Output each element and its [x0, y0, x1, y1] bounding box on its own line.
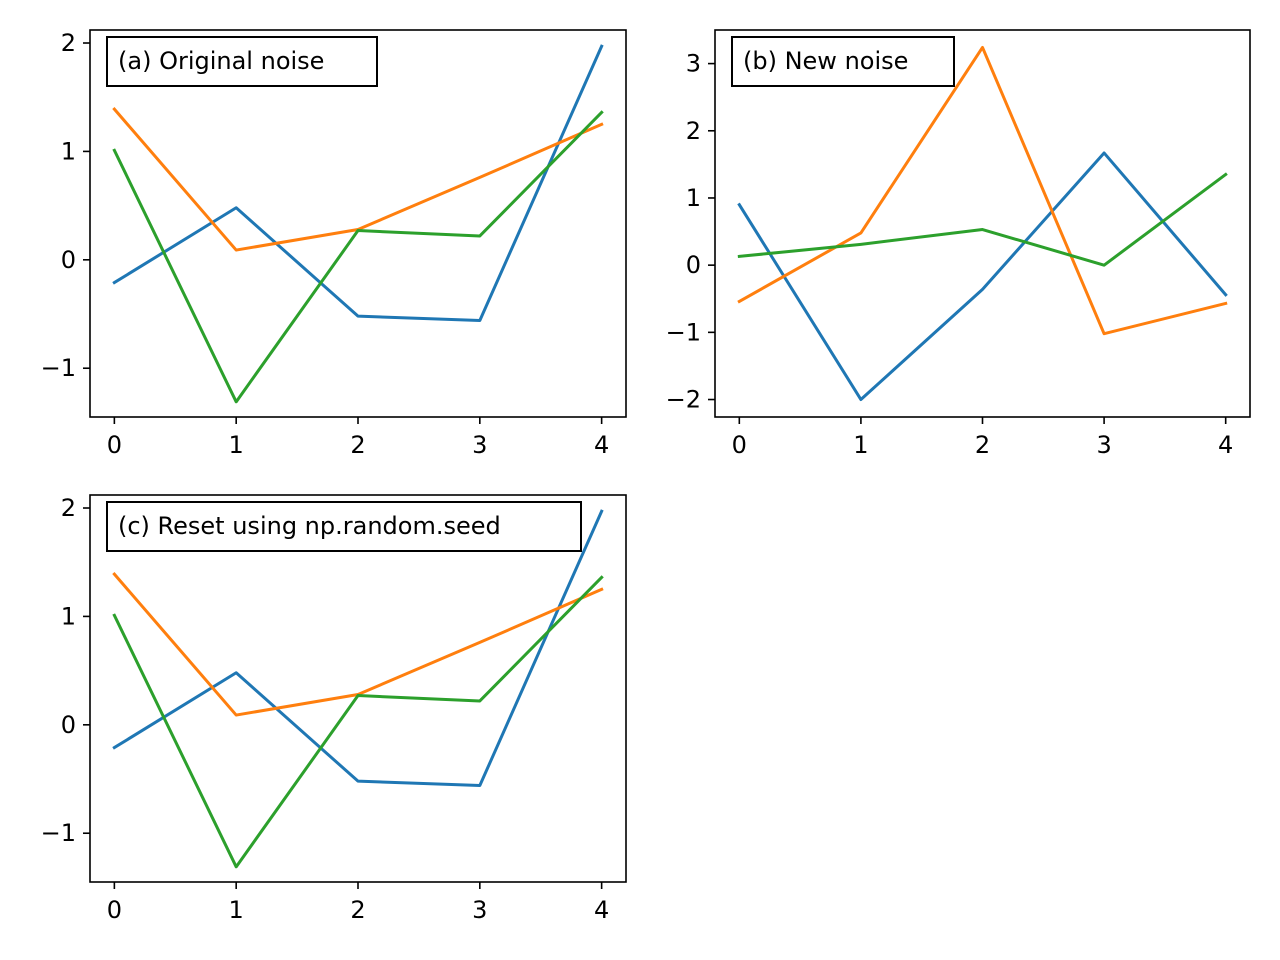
x-tick-label: 3 — [472, 431, 487, 459]
x-tick-label: 1 — [853, 431, 868, 459]
y-tick-label: −2 — [666, 386, 701, 414]
y-tick-label: 1 — [686, 184, 701, 212]
series-line-1 — [737, 151, 1228, 402]
y-tick-label: −1 — [41, 354, 76, 382]
x-tick-label: 1 — [229, 896, 244, 924]
x-tick-label: 2 — [350, 896, 365, 924]
series-line-2 — [737, 45, 1228, 336]
y-tick-label: 0 — [686, 251, 701, 279]
series-line-1 — [112, 44, 604, 323]
y-tick-label: 0 — [61, 246, 76, 274]
y-tick-label: −1 — [41, 819, 76, 847]
annotation-text: (a) Original noise — [118, 47, 324, 75]
annotation-text: (c) Reset using np.random.seed — [118, 512, 501, 540]
x-tick-label: 2 — [350, 431, 365, 459]
series-line-3 — [737, 172, 1228, 267]
x-tick-label: 0 — [732, 431, 747, 459]
x-tick-label: 0 — [107, 431, 122, 459]
annotation-box — [731, 36, 955, 87]
subplot-a: 0 1 2 3 4 −1 0 1 2 (a) Original noise — [41, 29, 627, 459]
x-tick-label: 3 — [472, 896, 487, 924]
x-tick-label: 1 — [229, 431, 244, 459]
series-line-1 — [112, 509, 604, 788]
x-tick-label: 2 — [975, 431, 990, 459]
annotation-text: (b) New noise — [743, 47, 908, 75]
y-tick-label: 1 — [61, 137, 76, 165]
annotation-box — [106, 501, 582, 552]
y-tick-label: 2 — [61, 494, 76, 522]
subplot-c: 0 1 2 3 4 −1 0 1 2 (c) Reset using np.random.seed — [41, 494, 627, 924]
y-tick-label: 0 — [61, 711, 76, 739]
series-line-3 — [112, 110, 604, 404]
y-tick-label: 2 — [61, 29, 76, 57]
x-tick-label: 3 — [1096, 431, 1111, 459]
series-line-3 — [112, 575, 604, 869]
y-tick-label: 1 — [61, 602, 76, 630]
x-tick-label: 0 — [107, 896, 122, 924]
x-tick-label: 4 — [594, 431, 609, 459]
x-tick-label: 4 — [1218, 431, 1233, 459]
annotation-box — [106, 36, 378, 87]
y-tick-label: 2 — [686, 117, 701, 145]
x-tick-label: 4 — [594, 896, 609, 924]
subplot-b: 0 1 2 3 4 −2 −1 0 1 2 3 (b) New noise — [666, 29, 1251, 459]
y-tick-label: 3 — [686, 50, 701, 78]
y-tick-label: −1 — [666, 318, 701, 346]
